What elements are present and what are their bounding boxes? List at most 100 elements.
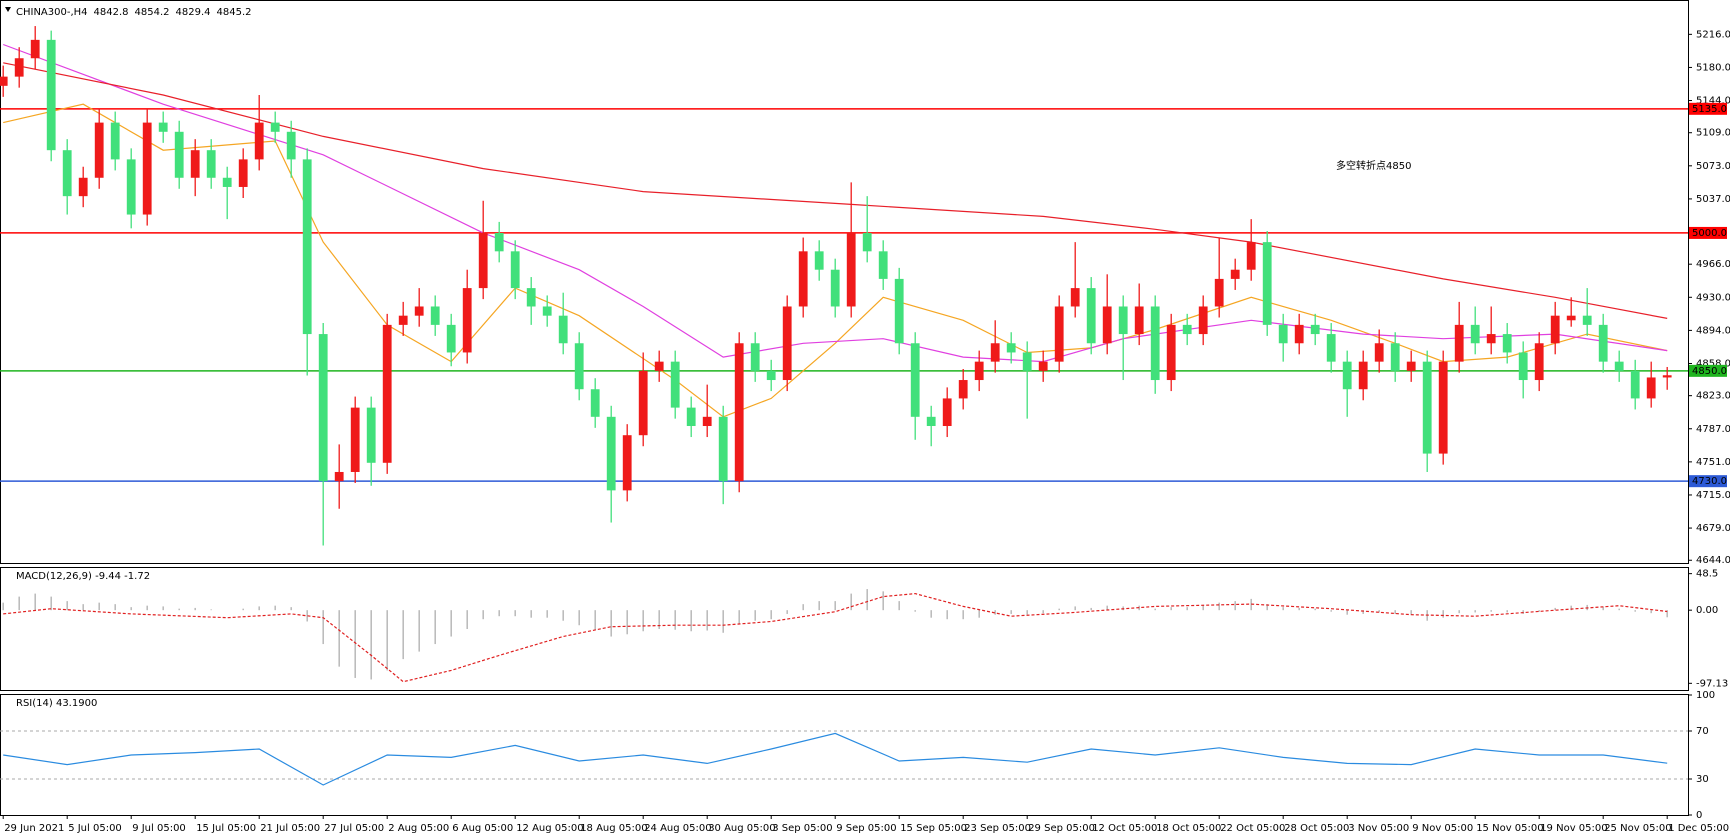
candle-body — [1502, 334, 1512, 353]
y-tick-label: 4787.0 — [1696, 424, 1730, 435]
candle-body — [878, 251, 888, 279]
x-tick-label: 3 Sep 05:00 — [772, 823, 832, 834]
candle-body — [1054, 306, 1064, 362]
candle-body — [1486, 334, 1496, 344]
x-tick-label: 9 Sep 05:00 — [836, 823, 896, 834]
candle-body — [1230, 269, 1240, 279]
candle-body — [590, 389, 600, 417]
candle-body — [766, 370, 776, 381]
y-tick-label: 4715.0 — [1696, 490, 1730, 501]
candle-body — [366, 407, 376, 463]
candle-body — [622, 435, 632, 491]
candle-body — [1166, 324, 1176, 381]
candle-body — [238, 159, 248, 187]
level-price-label: 5135.0 — [1692, 104, 1727, 115]
y-tick-label: 4679.0 — [1696, 523, 1730, 534]
candle-body — [750, 343, 760, 371]
candle-body — [910, 343, 920, 417]
candle-body — [78, 177, 88, 197]
panel-title: CHINA300-,H4 4842.8 4854.2 4829.4 4845.2 — [16, 7, 252, 18]
y-tick-label: 30 — [1696, 774, 1709, 785]
candle-body — [702, 416, 712, 427]
x-tick-label: 24 Aug 05:00 — [644, 823, 711, 834]
x-tick-label: 5 Jul 05:00 — [68, 823, 122, 834]
macd-signal-line — [3, 592, 1668, 683]
candle-body — [1342, 361, 1352, 390]
y-tick-label: 5180.0 — [1696, 62, 1730, 73]
candle-body — [718, 416, 728, 482]
rsi-line — [3, 732, 1668, 786]
x-tick-label: 25 Nov 05:00 — [1604, 823, 1671, 834]
y-tick-label: 100 — [1696, 690, 1715, 701]
candle-body — [1438, 361, 1448, 454]
candle-body — [30, 39, 40, 59]
y-tick-label: 70 — [1696, 726, 1709, 737]
candle-body — [670, 361, 680, 408]
x-tick-label: 23 Sep 05:00 — [964, 823, 1031, 834]
y-tick-label: 4823.0 — [1696, 391, 1730, 402]
candle-body — [926, 416, 936, 427]
x-tick-label: 6 Aug 05:00 — [452, 823, 513, 834]
annotation: 多空转折点4850 — [1336, 159, 1411, 172]
candle-body — [686, 407, 696, 427]
candle-body — [1134, 306, 1144, 335]
x-tick-label: 22 Oct 05:00 — [1220, 823, 1285, 834]
rsi-panel-frame — [0, 694, 1689, 816]
candle-body — [318, 334, 328, 482]
x-tick-label: 12 Oct 05:00 — [1092, 823, 1157, 834]
candle-body — [1198, 306, 1208, 335]
candle-body — [174, 131, 184, 178]
x-tick-label: 9 Nov 05:00 — [1412, 823, 1473, 834]
level-price-box — [1689, 364, 1727, 377]
header-high: 4854.2 — [135, 7, 170, 18]
candle-body — [158, 122, 168, 132]
y-tick-label: 5144.0 — [1696, 96, 1730, 107]
x-tick-label: 15 Sep 05:00 — [900, 823, 967, 834]
y-tick-label: 5037.0 — [1696, 194, 1730, 205]
candle-body — [1646, 377, 1656, 399]
candle-body — [1598, 324, 1608, 362]
candle-body — [830, 269, 840, 307]
candle-body — [1566, 315, 1576, 321]
candle-body — [414, 306, 424, 316]
y-tick-label: 4894.0 — [1696, 325, 1730, 336]
candle-body — [798, 251, 808, 307]
candle-body — [334, 471, 344, 482]
candle-body — [1294, 324, 1304, 344]
y-tick-label: 48.5 — [1696, 569, 1718, 580]
moving-average — [3, 62, 1668, 319]
candle-body — [1390, 343, 1400, 371]
candle-body — [270, 122, 280, 132]
candle-body — [494, 232, 504, 252]
candle-body — [1582, 315, 1592, 325]
x-tick-label: 27 Jul 05:00 — [324, 823, 384, 834]
panel-title: MACD(12,26,9) -9.44 -1.72 — [16, 571, 150, 582]
x-tick-label: 18 Aug 05:00 — [580, 823, 647, 834]
panel-menu-icon[interactable] — [5, 7, 11, 12]
candle-body — [990, 343, 1000, 362]
candle-body — [446, 324, 456, 353]
x-tick-label: 15 Jul 05:00 — [196, 823, 256, 834]
candle-body — [1262, 242, 1272, 325]
x-tick-label: 21 Jul 05:00 — [260, 823, 320, 834]
panel-title: RSI(14) 43.1900 — [16, 698, 97, 709]
candle-body — [1422, 361, 1432, 454]
candle-body — [382, 324, 392, 463]
candle-body — [510, 251, 520, 289]
candle-body — [638, 370, 648, 436]
candle-body — [574, 343, 584, 390]
main-panel-frame — [0, 0, 1689, 564]
candle-body — [894, 278, 904, 344]
candle-body — [254, 122, 264, 160]
candle-body — [46, 39, 56, 151]
candle-body — [958, 380, 968, 399]
candle-body — [190, 150, 200, 178]
candle-body — [222, 177, 232, 187]
candle-body — [94, 122, 104, 178]
candle-body — [350, 407, 360, 472]
x-tick-label: 19 Nov 05:00 — [1540, 823, 1607, 834]
candle-body — [1070, 288, 1080, 307]
y-tick-label: 4930.0 — [1696, 292, 1730, 303]
candle-body — [110, 122, 120, 160]
